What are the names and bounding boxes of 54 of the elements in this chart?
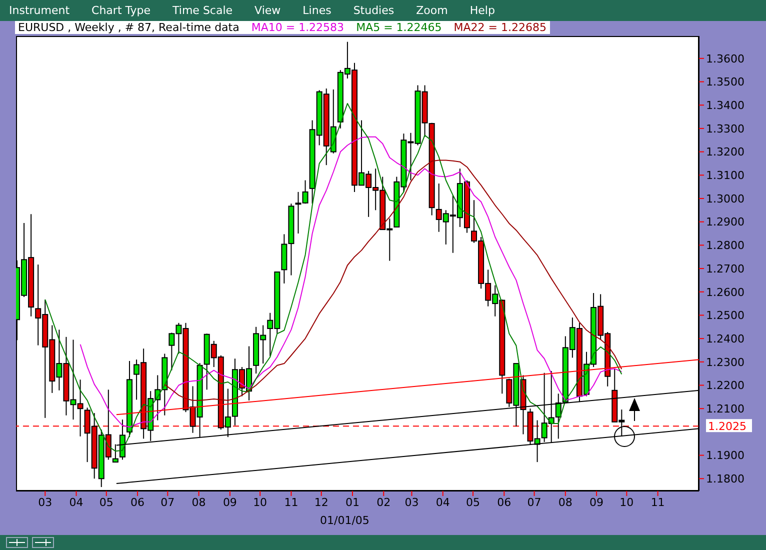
y-tick-label: 1.3400	[706, 99, 744, 112]
x-tick-label: 06	[497, 496, 512, 509]
y-tick-label: 1.2800	[706, 239, 744, 252]
y-tick-label: 1.2600	[706, 286, 744, 299]
y-tick-label: 1.1900	[706, 449, 744, 462]
y-tick-label: 1.3600	[706, 52, 744, 66]
y-tick-label: 1.2700	[706, 262, 744, 276]
y-tick-label: 1.2300	[706, 356, 744, 369]
x-tick-label: 02	[376, 496, 391, 509]
x-tick-label: 09	[590, 496, 604, 509]
text: MA22 = 1.22685	[454, 21, 546, 34]
x-tick-label: 01	[345, 496, 360, 509]
x-tick-label: 05	[99, 496, 114, 509]
x-tick-label: 05	[466, 496, 480, 509]
x-tick-label: 04	[69, 496, 84, 509]
y-tick-label: 1.2200	[706, 379, 744, 392]
y-tick-label: 1.3000	[706, 192, 744, 206]
text: MA5 = 1.22465	[356, 21, 442, 34]
text: Zoom	[416, 4, 448, 17]
x-tick-label: 12	[314, 496, 328, 509]
y-tick-label: 1.2500	[706, 309, 744, 322]
text: 01/01/05	[320, 514, 370, 527]
x-tick-label: 09	[222, 496, 237, 509]
x-tick-label: 07	[160, 496, 175, 509]
x-tick-label: 10	[620, 496, 634, 509]
x-tick-label: 03	[38, 496, 52, 509]
text: Time Scale	[172, 4, 233, 17]
text: Lines	[302, 4, 332, 17]
line-series	[80, 136, 622, 428]
x-tick-label: 11	[284, 496, 298, 509]
y-tick-label: 1.1800	[706, 472, 744, 486]
y-tick-label: 1.3100	[706, 169, 744, 182]
x-tick-label: 06	[130, 496, 145, 509]
text: Chart Type	[92, 4, 151, 17]
x-tick-label: 08	[558, 496, 572, 509]
text: Studies	[353, 4, 394, 17]
x-tick-label: 08	[192, 496, 206, 509]
x-tick-label: 04	[436, 496, 450, 509]
text: View	[254, 4, 281, 17]
text: Instrument	[9, 4, 70, 17]
chart-title: EURUSD , Weekly , # 87, Real-time data	[18, 21, 240, 34]
y-tick-label: 1.2900	[706, 216, 744, 229]
x-tick-label: 03	[404, 496, 419, 509]
y-tick-label: 1.2400	[706, 332, 744, 346]
ref-line-label: 1.2025	[708, 420, 746, 434]
x-tick-label: 11	[650, 496, 665, 509]
y-tick-label: 1.2100	[706, 402, 744, 416]
y-tick-label: 1.3500	[706, 76, 744, 89]
y-tick-label: 1.3200	[706, 146, 744, 159]
text: MA10 = 1.22583	[251, 21, 344, 34]
text: Help	[470, 4, 495, 17]
x-tick-label: 07	[527, 496, 542, 509]
x-tick-label: 10	[253, 496, 268, 509]
y-tick-label: 1.3300	[706, 122, 744, 136]
